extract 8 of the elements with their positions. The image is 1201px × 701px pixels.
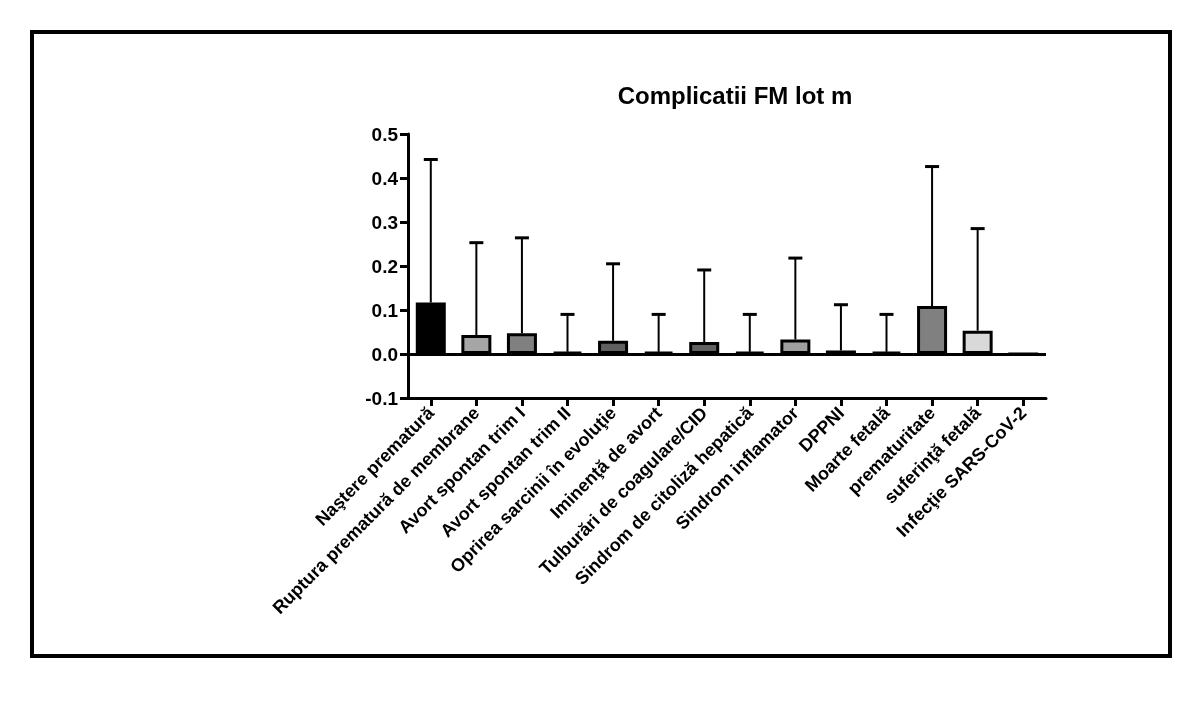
y-tick-label: 0.5: [371, 123, 399, 145]
y-tick-label: 0.2: [371, 255, 398, 277]
chart-title: Complicatii FM lot m: [617, 81, 853, 109]
y-tick-label: 0.3: [371, 211, 398, 233]
y-tick-label: 0.1: [371, 299, 399, 321]
y-tick-label: 0.4: [371, 167, 399, 189]
y-tick-label: -0.1: [365, 387, 399, 409]
y-tick-label: 0.0: [371, 343, 398, 365]
